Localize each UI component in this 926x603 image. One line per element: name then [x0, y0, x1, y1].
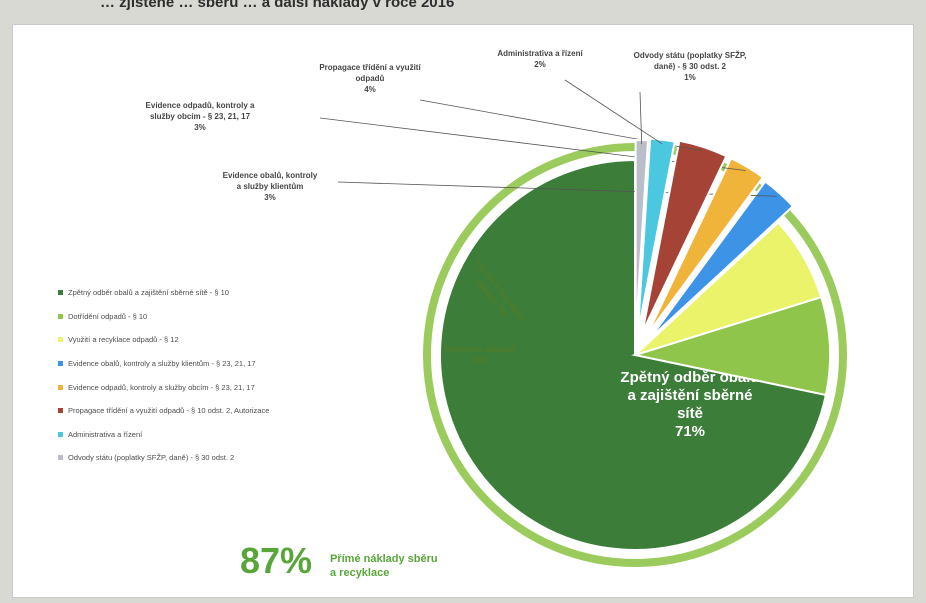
slice-label: Evidence odpadů, kontroly a služby obcím … — [146, 101, 255, 132]
pie-slice — [631, 295, 831, 397]
chart-legend: Zpětný odběr obalů a zajištění sběrné sí… — [58, 281, 388, 470]
pie-slice — [641, 139, 728, 333]
slice-label: Zpětný odběr obalů a zajištění sběrné sítě… — [620, 369, 759, 440]
legend-item: Zpětný odběr obalů a zajištění sběrné sí… — [58, 281, 388, 305]
legend-item: Evidence obalů, kontroly a služby klient… — [58, 352, 388, 376]
legend-item: Odvody státu (poplatky SFŽP, daně) - § 3… — [58, 446, 388, 470]
legend-label: Dotřídění odpadů - § 10 — [68, 311, 148, 321]
legend-label: Využití a recyklace odpadů - § 12 — [68, 335, 179, 345]
pie-slice — [634, 221, 823, 356]
slice-label: Propagace třídění a využití odpadů 4% — [319, 63, 421, 94]
legend-label: Odvody státu (poplatky SFŽP, daně) - § 3… — [68, 453, 235, 463]
legend-label: Evidence odpadů, kontroly a služby obcím… — [68, 382, 255, 392]
summary-caption: Přímé náklady sběru a recyklace — [330, 552, 490, 580]
legend-swatch — [58, 384, 63, 390]
slice-label: Odvody státu (poplatky SFŽP, daně) - § 30… — [634, 51, 747, 82]
legend-item: Dotřídění odpadů - § 10 — [58, 305, 388, 329]
summary-caption-line2: a recyklace — [330, 567, 390, 579]
page-title: … zjištěné … sběru … a další náklady v r… — [100, 0, 455, 11]
legend-label: Evidence obalů, kontroly a služby klient… — [68, 359, 256, 369]
pie-slice — [646, 157, 765, 336]
legend-swatch — [58, 361, 63, 367]
slice-label: Evidence obalů, kontroly a služby klientů… — [223, 171, 318, 202]
legend-swatch — [58, 408, 63, 414]
summary-caption-line1: Přímé náklady sběru — [330, 553, 438, 565]
legend-swatch — [58, 431, 63, 437]
legend-swatch — [58, 337, 63, 343]
legend-swatch — [58, 455, 63, 461]
legend-swatch — [58, 313, 63, 319]
pie-slice — [648, 180, 795, 340]
legend-label: Propagace třídění a využití odpadů - § 1… — [68, 406, 270, 416]
slice-label: Dotřídění odpadů 8% — [445, 344, 515, 365]
legend-item: Evidence odpadů, kontroly a služby obcím… — [58, 375, 388, 399]
summary-percent: 87% — [240, 540, 313, 581]
legend-label: Administrativa a řízení — [68, 429, 143, 439]
leader-line — [564, 79, 663, 145]
legend-item: Propagace třídění a využití odpadů - § 1… — [58, 399, 388, 423]
legend-item: Administrativa a řízení — [58, 423, 388, 447]
pie-slice — [636, 137, 676, 334]
leader-line — [639, 91, 643, 145]
slice-label: Administrativa a řízení 2% — [497, 49, 583, 69]
legend-label: Zpětný odběr obalů a zajištění sběrné sí… — [68, 288, 229, 298]
legend-item: Využití a recyklace odpadů - § 12 — [58, 328, 388, 352]
legend-swatch — [58, 290, 63, 296]
